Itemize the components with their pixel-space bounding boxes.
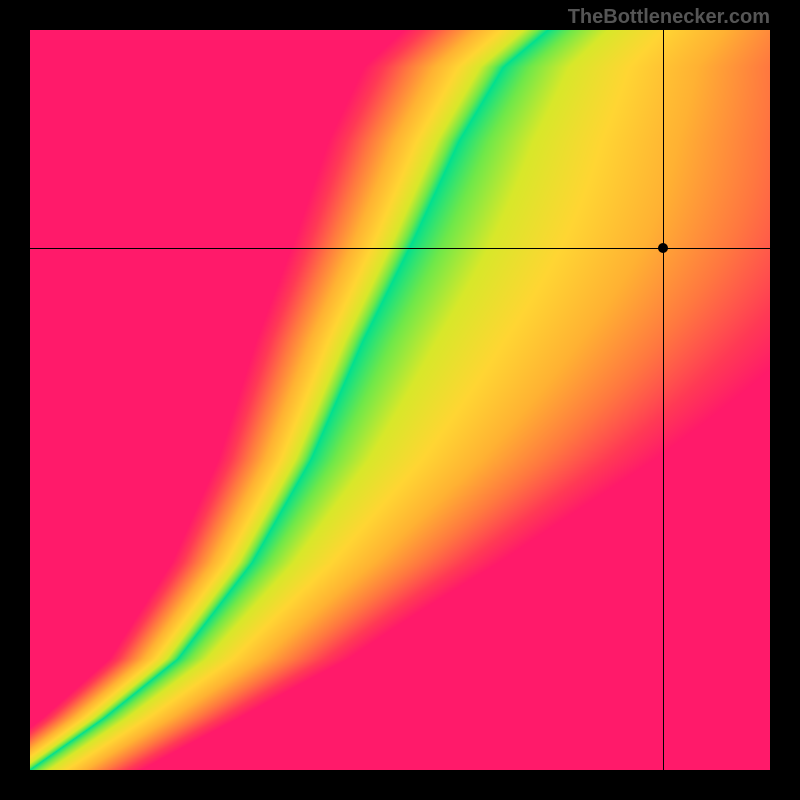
- watermark-text: TheBottlenecker.com: [568, 6, 770, 29]
- plot-area: [30, 30, 770, 770]
- crosshair-vertical: [663, 30, 664, 770]
- crosshair-marker: [658, 243, 668, 253]
- heatmap-canvas: [30, 30, 770, 770]
